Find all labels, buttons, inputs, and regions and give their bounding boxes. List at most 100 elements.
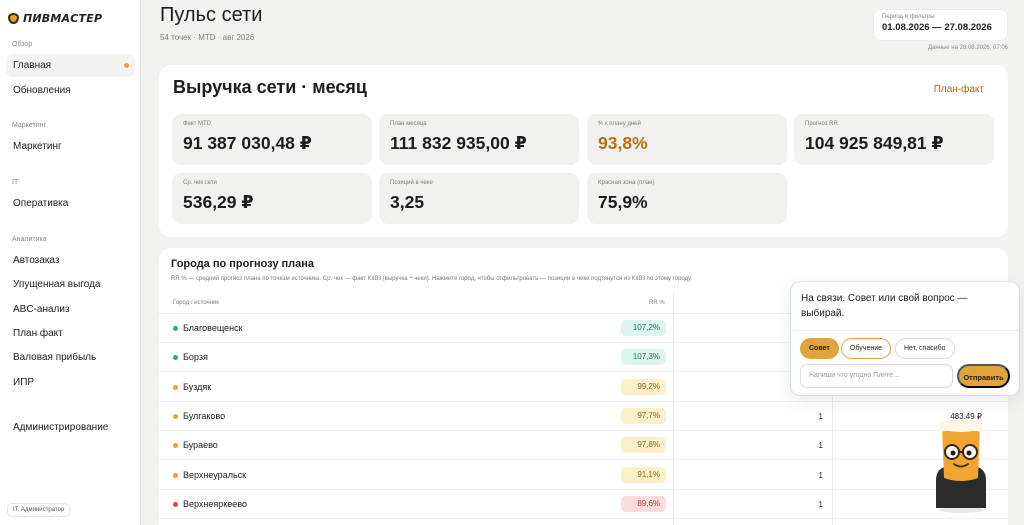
row-amount: 483,49 ₽ bbox=[950, 411, 982, 421]
rr-badge: 89,6% bbox=[621, 495, 666, 512]
city-name: Благовещенск bbox=[183, 323, 243, 333]
revenue-title: Выручка сети · месяц bbox=[173, 77, 367, 97]
period-value: 01.08.2026 — 27.08.2026 bbox=[882, 22, 992, 33]
table-row[interactable]: Булгаково 97,7% 1 483,49 ₽ bbox=[159, 402, 1008, 431]
chat-prompt: На связи. Совет или свой вопрос — выбира… bbox=[801, 293, 968, 319]
table-row[interactable]: Бураево 97,8% 1 bbox=[159, 431, 1008, 461]
status-dot bbox=[173, 413, 178, 419]
rr-badge: 91,1% bbox=[621, 466, 666, 483]
cities-description: RR % — средний прогноз плана по точкам и… bbox=[171, 276, 693, 282]
plan-fact-link[interactable]: План-факт bbox=[933, 84, 984, 95]
revenue-card: Выручка сети · месяц План-факт Факт MTD … bbox=[159, 65, 1008, 237]
sidebar-item-label: Валовая прибыль bbox=[13, 352, 97, 363]
row-count: 1 bbox=[818, 470, 823, 480]
assistant-chat-popup: На связи. Совет или свой вопрос — выбира… bbox=[790, 281, 1020, 396]
sidebar-item-label: Упущенная выгода bbox=[13, 279, 101, 290]
status-dot bbox=[173, 501, 178, 507]
kpi-avg-check: Ср. чек сети 536,29 ₽ bbox=[172, 173, 372, 224]
sidebar-item-label: Маркетинг bbox=[13, 141, 62, 152]
section-label-overview: Обзор bbox=[12, 41, 33, 48]
sidebar-item-label: План факт bbox=[13, 328, 63, 339]
active-indicator-dot bbox=[124, 63, 129, 68]
chip-advice[interactable]: Совет bbox=[800, 338, 839, 359]
rr-badge: 97,8% bbox=[621, 437, 666, 454]
sidebar-item-admin[interactable]: Администрирование bbox=[6, 416, 135, 439]
table-row[interactable]: Борзя 107,3% bbox=[159, 343, 1008, 373]
sidebar-item-lost-profit[interactable]: Упущенная выгода bbox=[6, 273, 135, 296]
kpi-label: Ср. чек сети bbox=[183, 180, 217, 186]
kpi-forecast-rr: Прогноз RR 104 925 849,81 ₽ bbox=[794, 114, 994, 165]
sidebar-item-abc-analysis[interactable]: ABC-анализ bbox=[6, 298, 135, 321]
app-logo[interactable]: ПИВМАСТЕР bbox=[8, 12, 102, 25]
sidebar-item-ipr[interactable]: ИПР bbox=[6, 371, 135, 394]
status-dot bbox=[173, 355, 178, 361]
table-row[interactable]: Верхнеуральск 91,1% 1 bbox=[159, 461, 1008, 490]
rr-badge: 107,3% bbox=[621, 349, 666, 366]
status-dot bbox=[173, 472, 178, 478]
column-header-rr: RR % bbox=[649, 300, 665, 306]
beer-mascot-icon[interactable] bbox=[928, 418, 994, 514]
sidebar-item-label: Администрирование bbox=[13, 422, 109, 433]
kpi-month-plan: План месяца 111 832 935,00 ₽ bbox=[379, 114, 579, 165]
beer-drop-icon bbox=[8, 13, 19, 24]
column-divider bbox=[673, 292, 674, 525]
city-name: Бураево bbox=[183, 440, 218, 451]
kpi-label: План месяца bbox=[390, 121, 427, 127]
sidebar-item-label: Оперативка bbox=[13, 198, 69, 209]
row-count: 1 bbox=[818, 411, 823, 421]
rr-badge: 99,2% bbox=[621, 378, 666, 395]
table-row[interactable]: Верхнеяркеево 89,6% 1 bbox=[159, 490, 1008, 519]
kpi-value: 93,8% bbox=[598, 133, 648, 153]
city-name: Булгаково bbox=[183, 410, 226, 421]
status-dot bbox=[173, 384, 178, 390]
sidebar-item-label: Главная bbox=[13, 60, 52, 71]
kpi-items-per-check: Позиций в чеке 3,25 bbox=[379, 173, 579, 224]
table-header: Город / источник RR % bbox=[159, 292, 1008, 314]
sidebar-item-autoorder[interactable]: Автозаказ bbox=[6, 249, 135, 272]
table-row[interactable]: Буздяк 99,2% bbox=[159, 373, 1008, 402]
section-label-analytics: Аналитика bbox=[12, 236, 47, 243]
kpi-value: 3,25 bbox=[390, 192, 425, 212]
sidebar-item-marketing[interactable]: Маркетинг bbox=[6, 135, 135, 158]
kpi-value: 75,9% bbox=[598, 192, 648, 212]
kpi-label: % к плану дней bbox=[598, 121, 641, 127]
sidebar-item-plan-fact[interactable]: План факт bbox=[6, 322, 135, 345]
sidebar-item-updates[interactable]: Обновления bbox=[6, 79, 135, 102]
city-name: Буздяк bbox=[183, 381, 212, 392]
chat-input[interactable]: Напиши что угодно Пинте… bbox=[800, 364, 953, 388]
sidebar: ПИВМАСТЕР Обзор Главная Обновления Марке… bbox=[0, 0, 141, 525]
city-name: Верхнеуральск bbox=[183, 469, 247, 480]
sidebar-item-label: Автозаказ bbox=[13, 255, 60, 266]
send-button[interactable]: Отправить bbox=[957, 364, 1010, 388]
city-name: Борзя bbox=[183, 352, 208, 363]
data-timestamp: Данные на 28.08.2026, 07:06 bbox=[927, 45, 1008, 51]
kpi-fact-mtd: Факт MTD 91 387 030,48 ₽ bbox=[172, 114, 372, 165]
sidebar-item-label: ИПР bbox=[13, 377, 35, 388]
kpi-value: 104 925 849,81 ₽ bbox=[805, 133, 944, 153]
kpi-red-zone: Красная зона (план) 75,9% bbox=[587, 173, 787, 224]
logo-text: ПИВМАСТЕР bbox=[23, 12, 103, 25]
status-dot bbox=[173, 443, 178, 449]
kpi-label: Позиций в чеке bbox=[390, 180, 433, 186]
chip-no-thanks[interactable]: Нет, спасибо bbox=[895, 338, 955, 359]
kpi-label: Прогноз RR bbox=[805, 121, 838, 127]
sidebar-item-label: ABC-анализ bbox=[13, 304, 70, 315]
sidebar-item-home[interactable]: Главная bbox=[6, 54, 135, 77]
period-label: Период и фильтры bbox=[882, 14, 935, 20]
kpi-label: Красная зона (план) bbox=[598, 180, 655, 186]
kpi-value: 111 832 935,00 ₽ bbox=[390, 133, 527, 153]
sidebar-item-operations[interactable]: Оперативка bbox=[6, 192, 135, 215]
period-filter-button[interactable]: Период и фильтры 01.08.2026 — 27.08.2026 bbox=[873, 9, 1008, 41]
section-label-marketing: Маркетинг bbox=[12, 122, 47, 129]
table-row[interactable]: Благовещенск 107,2% bbox=[159, 314, 1008, 343]
kpi-value: 536,29 ₽ bbox=[183, 192, 254, 212]
sidebar-item-label: Обновления bbox=[13, 85, 71, 96]
section-label-it: IT bbox=[12, 179, 19, 186]
sidebar-item-gross-profit[interactable]: Валовая прибыль bbox=[6, 346, 135, 369]
column-divider bbox=[832, 292, 833, 525]
rr-badge: 97,7% bbox=[621, 407, 666, 424]
user-role-chip[interactable]: IT, Администратор bbox=[7, 503, 71, 517]
column-header-city: Город / источник bbox=[173, 300, 219, 306]
status-dot bbox=[173, 326, 178, 331]
chip-training[interactable]: Обучение bbox=[841, 338, 892, 359]
